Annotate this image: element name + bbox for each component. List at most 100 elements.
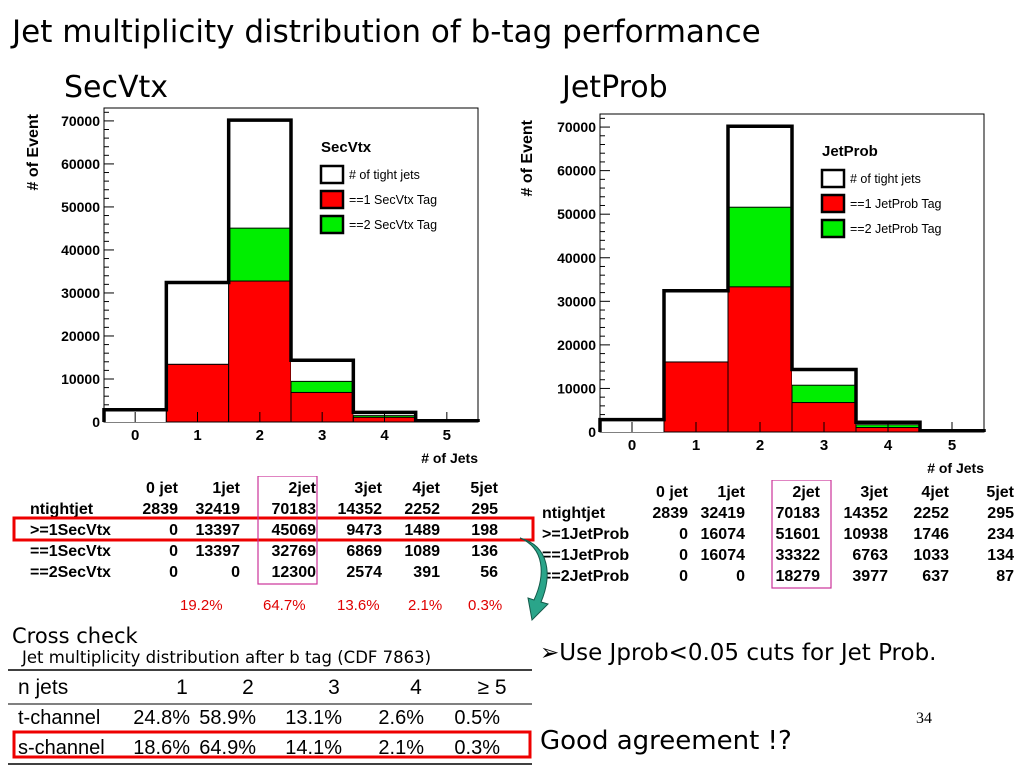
table-cell: 2574 xyxy=(346,564,382,581)
table-cell: 637 xyxy=(922,568,949,585)
column-header: 2jet xyxy=(792,484,820,501)
table-cell: 2252 xyxy=(404,501,440,518)
jetprob-histogram: 0 10000 20000 30000 40000 50000 60000 70000 0 1 2 3… xyxy=(519,113,986,476)
percentage-value: 13.6% xyxy=(337,597,380,614)
bullet-text: Use Jprob<0.05 cuts for Jet Prob. xyxy=(559,640,937,666)
table-cell: 12300 xyxy=(272,564,317,581)
legend-label: ==2 SecVtx Tag xyxy=(349,218,437,232)
y-tick-label: 0 xyxy=(92,414,100,430)
column-header: 1jet xyxy=(212,480,240,497)
table-cell: 134 xyxy=(987,547,1014,564)
table-cell: 14.1% xyxy=(285,737,342,759)
x-tick-label: 2 xyxy=(756,437,764,454)
table-cell: 33322 xyxy=(776,547,821,564)
table-cell: 32769 xyxy=(272,543,317,560)
cross-check-label: Cross check xyxy=(12,624,138,648)
column-header: 2 xyxy=(242,676,254,699)
y-tick-label: 10000 xyxy=(557,380,596,396)
column-header: 5jet xyxy=(470,480,498,497)
cross-check-caption: Jet multiplicity distribution after b ta… xyxy=(22,648,432,667)
column-header: 5jet xyxy=(986,484,1014,501)
legend-label: ==1 SecVtx Tag xyxy=(349,193,437,207)
bullet-item: ➢Use Jprob<0.05 cuts for Jet Prob. xyxy=(540,640,937,666)
x-tick-label: 5 xyxy=(443,427,451,444)
legend-swatch xyxy=(319,214,345,235)
table-cell: 16074 xyxy=(701,547,746,564)
table-cell: 391 xyxy=(413,564,440,581)
table-cell: 0 xyxy=(169,522,178,539)
table-cell: 295 xyxy=(987,505,1014,522)
column-header: n jets xyxy=(18,676,68,699)
column-header: 1 xyxy=(176,676,188,699)
highlight-row-box xyxy=(12,516,535,542)
y-axis-label: # of Event xyxy=(519,119,536,196)
table-cell: 0 xyxy=(679,547,688,564)
table-cell: 32419 xyxy=(701,505,746,522)
x-tick-label: 4 xyxy=(380,427,389,444)
y-tick-label: 20000 xyxy=(61,328,100,344)
table-cell: 45069 xyxy=(272,522,317,539)
table-cell: 24.8% xyxy=(133,707,190,729)
x-tick-label: 1 xyxy=(193,427,201,444)
y-tick-label: 70000 xyxy=(61,113,100,129)
table-cell: 32419 xyxy=(196,501,241,518)
row-label: ==2JetProb xyxy=(542,568,629,585)
single-tag-bar xyxy=(663,361,729,433)
y-tick-label: 40000 xyxy=(557,250,596,266)
table-cell: 14352 xyxy=(338,501,383,518)
x-axis-label: # of Jets xyxy=(927,460,984,476)
x-tick-label: 3 xyxy=(318,427,326,444)
legend-label: # of tight jets xyxy=(349,168,420,182)
single-tag-bar xyxy=(791,402,857,433)
table-cell: 58.9% xyxy=(199,707,256,729)
table-cell: 0 xyxy=(679,526,688,543)
percentage-value: 2.1% xyxy=(408,597,443,614)
table-cell: 3977 xyxy=(852,568,888,585)
row-label: ==1JetProb xyxy=(542,547,629,564)
table-cell: 14352 xyxy=(844,505,889,522)
table-cell: 136 xyxy=(471,543,498,560)
y-tick-label: 60000 xyxy=(61,156,100,172)
legend-label: # of tight jets xyxy=(850,172,921,186)
table-cell: 0 xyxy=(679,568,688,585)
column-header: 4jet xyxy=(921,484,949,501)
y-tick-label: 50000 xyxy=(557,206,596,222)
slide-title: Jet multiplicity distribution of b-tag p… xyxy=(12,14,761,50)
y-tick-label: 30000 xyxy=(61,285,100,301)
table-cell: 51601 xyxy=(776,526,821,543)
tight-jets-outline xyxy=(102,118,480,423)
column-header: 3jet xyxy=(860,484,888,501)
table-cell: 2252 xyxy=(913,505,949,522)
column-header: 1jet xyxy=(717,484,745,501)
table-cell: 0 xyxy=(169,543,178,560)
curved-arrow-icon xyxy=(519,537,549,622)
column-header: 4 xyxy=(410,676,422,699)
percentage-value: 0.3% xyxy=(468,597,503,614)
table-cell: 0.5% xyxy=(454,707,500,729)
table-cell: 13397 xyxy=(196,543,241,560)
table-cell: 16074 xyxy=(701,526,746,543)
x-tick-label: 5 xyxy=(948,437,956,454)
table-cell: 1489 xyxy=(404,522,440,539)
legend-label: ==2 JetProb Tag xyxy=(850,222,942,236)
y-tick-label: 30000 xyxy=(557,293,596,309)
page-number: 34 xyxy=(916,710,932,727)
highlight-column-box xyxy=(257,476,318,585)
legend-swatch xyxy=(820,168,846,189)
row-label: s-channel xyxy=(18,737,105,759)
tight-jets-outline xyxy=(598,124,986,433)
jetprob-heading: JetProb xyxy=(562,70,668,105)
table-cell: 0 xyxy=(169,564,178,581)
table-cell: 6763 xyxy=(852,547,888,564)
y-tick-label: 50000 xyxy=(61,199,100,215)
row-label: >=1SecVtx xyxy=(30,522,111,539)
table-cell: 2.1% xyxy=(378,737,424,759)
table-cell: 10938 xyxy=(844,526,889,543)
legend-title: JetProb xyxy=(822,143,878,160)
legend-swatch xyxy=(319,189,345,210)
legend-swatch xyxy=(820,218,846,239)
table-cell: 9473 xyxy=(346,522,382,539)
secvtx-table: 0 jet 1jet 2jet 3jet 4jet 5jet ntightjet 2839 32… xyxy=(12,476,535,585)
row-label: >=1JetProb xyxy=(542,526,629,543)
x-tick-label: 0 xyxy=(628,437,636,454)
